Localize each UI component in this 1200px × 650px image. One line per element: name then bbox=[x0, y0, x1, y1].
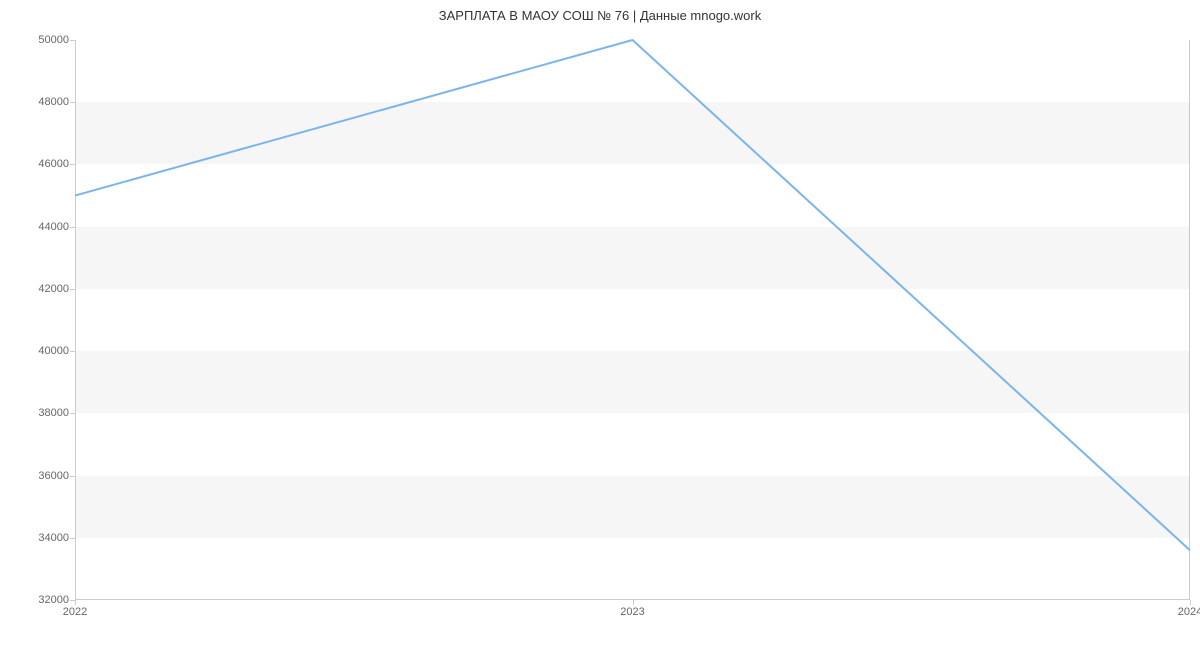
y-tick-mark bbox=[70, 289, 75, 290]
chart-title: ЗАРПЛАТА В МАОУ СОШ № 76 | Данные mnogo.… bbox=[0, 8, 1200, 23]
line-chart: ЗАРПЛАТА В МАОУ СОШ № 76 | Данные mnogo.… bbox=[0, 0, 1200, 650]
y-tick-mark bbox=[70, 40, 75, 41]
y-tick-mark bbox=[70, 164, 75, 165]
y-tick-mark bbox=[70, 102, 75, 103]
x-tick-mark bbox=[633, 600, 634, 605]
plot-area: 3200034000360003800040000420004400046000… bbox=[75, 40, 1190, 600]
x-tick-mark bbox=[1190, 600, 1191, 605]
y-tick-mark bbox=[70, 227, 75, 228]
series-line bbox=[75, 40, 1190, 550]
x-tick-label: 2024 bbox=[1178, 600, 1200, 618]
y-tick-mark bbox=[70, 476, 75, 477]
x-tick-mark bbox=[75, 600, 76, 605]
series-layer bbox=[75, 40, 1190, 600]
y-tick-mark bbox=[70, 351, 75, 352]
y-tick-mark bbox=[70, 413, 75, 414]
y-tick-mark bbox=[70, 538, 75, 539]
